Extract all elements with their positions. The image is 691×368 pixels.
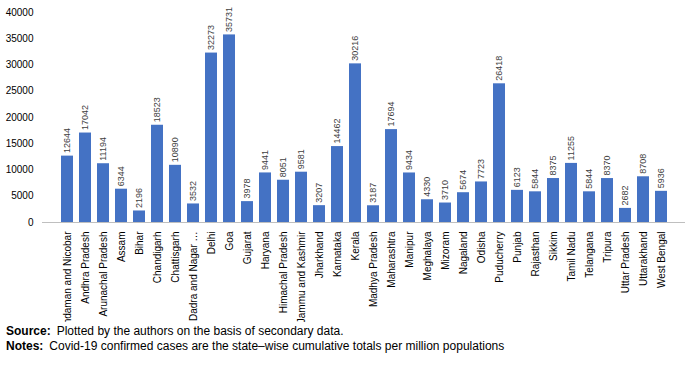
svg-text:5936: 5936 — [656, 168, 666, 188]
svg-text:Jammu and Kashmir: Jammu and Kashmir — [296, 231, 307, 322]
svg-text:40000: 40000 — [6, 7, 34, 18]
svg-text:11194: 11194 — [98, 137, 108, 161]
svg-text:Maharashtra: Maharashtra — [386, 231, 397, 288]
svg-text:12644: 12644 — [62, 128, 72, 153]
svg-text:3978: 3978 — [242, 179, 252, 199]
svg-text:7723: 7723 — [476, 159, 486, 179]
svg-text:Rajasthan: Rajasthan — [530, 232, 541, 277]
svg-text:32273: 32273 — [206, 25, 216, 50]
svg-text:6123: 6123 — [512, 167, 522, 187]
svg-text:9441: 9441 — [260, 150, 270, 170]
svg-text:Puducherry: Puducherry — [494, 232, 505, 283]
svg-text:Chattisgarh: Chattisgarh — [170, 232, 181, 283]
svg-text:Uttarakhand: Uttarakhand — [638, 232, 649, 286]
svg-text:2196: 2196 — [134, 188, 144, 208]
html-text:Covid-19 confirmed cases are t: Covid-19 confirmed cases are the state–w… — [49, 339, 505, 353]
svg-text:10890: 10890 — [170, 137, 180, 162]
html-text:Plotted by the authors on the: Plotted by the authors on the basis of s… — [56, 324, 344, 338]
svg-text:Gujarat: Gujarat — [242, 231, 253, 264]
svg-text:3710: 3710 — [440, 180, 450, 200]
html-text:Source:: Source: — [6, 324, 51, 338]
svg-text:Kerala: Kerala — [350, 231, 361, 260]
svg-text:Dadra and Nagar …: Dadra and Nagar … — [188, 232, 199, 322]
svg-text:Chandigarh: Chandigarh — [152, 232, 163, 284]
svg-text:Manipur: Manipur — [404, 231, 415, 268]
svg-text:30216: 30216 — [350, 36, 360, 61]
svg-text:Bihar: Bihar — [134, 231, 145, 255]
svg-text:15000: 15000 — [6, 138, 34, 149]
svg-text:20000: 20000 — [6, 112, 34, 123]
svg-text:11255: 11255 — [566, 136, 576, 160]
svg-text:8051: 8051 — [278, 157, 288, 177]
svg-text:Punjab: Punjab — [512, 231, 523, 263]
svg-text:Karnataka: Karnataka — [332, 231, 343, 277]
svg-text:Uttar Pradesh: Uttar Pradesh — [620, 232, 631, 294]
svg-text:8370: 8370 — [602, 156, 612, 176]
svg-text:Delhi: Delhi — [206, 232, 217, 255]
svg-text:5674: 5674 — [458, 170, 468, 190]
svg-text:17042: 17042 — [80, 105, 90, 130]
html-text:Notes:: Notes: — [6, 339, 44, 353]
svg-text:Madhya Pradesh: Madhya Pradesh — [368, 232, 379, 308]
svg-text:5844: 5844 — [530, 169, 540, 189]
svg-text:17694: 17694 — [386, 102, 396, 127]
svg-text:Jharkhand: Jharkhand — [314, 232, 325, 279]
svg-text:Sikkim: Sikkim — [548, 232, 559, 261]
svg-text:Andaman and Nicobar: Andaman and Nicobar — [62, 231, 73, 322]
svg-text:6344: 6344 — [116, 166, 126, 186]
svg-text:4330: 4330 — [422, 177, 432, 197]
svg-text:Tamil Nadu: Tamil Nadu — [566, 232, 577, 282]
svg-text:2682: 2682 — [620, 185, 630, 205]
svg-text:26418: 26418 — [494, 56, 504, 81]
svg-text:Himachal Pradesh: Himachal Pradesh — [278, 232, 289, 314]
svg-text:3207: 3207 — [314, 183, 324, 203]
svg-text:5844: 5844 — [584, 169, 594, 189]
svg-text:Mizoram: Mizoram — [440, 232, 451, 270]
svg-text:8375: 8375 — [548, 156, 558, 176]
svg-text:10000: 10000 — [6, 164, 34, 175]
svg-text:30000: 30000 — [6, 59, 34, 70]
svg-text:18523: 18523 — [152, 97, 162, 122]
svg-text:Telangana: Telangana — [584, 231, 595, 278]
svg-text:5000: 5000 — [11, 190, 34, 201]
svg-text:Tripura: Tripura — [602, 231, 613, 263]
svg-text:Goa: Goa — [224, 231, 235, 250]
svg-text:0: 0 — [28, 217, 34, 228]
svg-text:9581: 9581 — [296, 149, 306, 169]
svg-text:West Bengal: West Bengal — [656, 232, 667, 289]
svg-text:25000: 25000 — [6, 85, 34, 96]
svg-text:14462: 14462 — [332, 119, 342, 144]
svg-text:3532: 3532 — [188, 181, 198, 201]
svg-text:9434: 9434 — [404, 150, 414, 170]
svg-text:Nagaland: Nagaland — [458, 232, 469, 275]
svg-text:Andhra Pradesh: Andhra Pradesh — [80, 232, 91, 304]
svg-text:Arunachal Pradesh: Arunachal Pradesh — [98, 232, 109, 317]
svg-text:35731: 35731 — [224, 7, 234, 32]
svg-text:Meghalaya: Meghalaya — [422, 231, 433, 280]
svg-text:Assam: Assam — [116, 232, 127, 263]
svg-text:3187: 3187 — [368, 183, 378, 203]
svg-text:Haryana: Haryana — [260, 231, 271, 269]
svg-text:8708: 8708 — [638, 154, 648, 174]
svg-text:Odisha: Odisha — [476, 231, 487, 263]
svg-text:35000: 35000 — [6, 33, 34, 44]
